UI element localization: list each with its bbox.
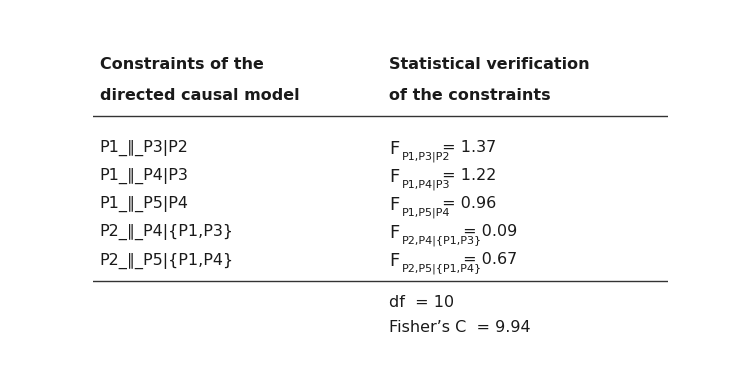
Text: P1,P5|P4: P1,P5|P4	[401, 208, 450, 218]
Text: Statistical verification: Statistical verification	[389, 57, 590, 72]
Text: $\mathsf{F}$: $\mathsf{F}$	[389, 196, 400, 214]
Text: P2_∥_P5|{P1,P4}: P2_∥_P5|{P1,P4}	[99, 253, 234, 269]
Text: $\mathsf{F}$: $\mathsf{F}$	[389, 253, 400, 270]
Text: directed causal model: directed causal model	[99, 87, 299, 102]
Text: P1_∥_P4|P3: P1_∥_P4|P3	[99, 168, 188, 184]
Text: = 1.37: = 1.37	[437, 140, 496, 155]
Text: Fisher’s C  = 9.94: Fisher’s C = 9.94	[389, 320, 531, 335]
Text: Constraints of the: Constraints of the	[99, 57, 263, 72]
Text: P1,P4|P3: P1,P4|P3	[401, 179, 450, 190]
Text: = 0.67: = 0.67	[458, 253, 517, 268]
Text: $\mathsf{F}$: $\mathsf{F}$	[389, 224, 400, 242]
Text: P1_∥_P5|P4: P1_∥_P5|P4	[99, 196, 188, 212]
Text: of the constraints: of the constraints	[389, 87, 551, 102]
Text: $\mathsf{F}$: $\mathsf{F}$	[389, 168, 400, 186]
Text: = 1.22: = 1.22	[437, 168, 496, 183]
Text: = 0.09: = 0.09	[458, 224, 517, 239]
Text: P2_∥_P4|{P1,P3}: P2_∥_P4|{P1,P3}	[99, 224, 234, 240]
Text: = 0.96: = 0.96	[437, 196, 496, 211]
Text: P2,P5|{P1,P4}: P2,P5|{P1,P4}	[401, 264, 482, 274]
Text: P1_∥_P3|P2: P1_∥_P3|P2	[99, 140, 188, 156]
Text: P2,P4|{P1,P3}: P2,P4|{P1,P3}	[401, 236, 482, 246]
Text: P1,P3|P2: P1,P3|P2	[401, 151, 450, 161]
Text: df  = 10: df = 10	[389, 295, 454, 310]
Text: $\mathsf{F}$: $\mathsf{F}$	[389, 140, 400, 158]
